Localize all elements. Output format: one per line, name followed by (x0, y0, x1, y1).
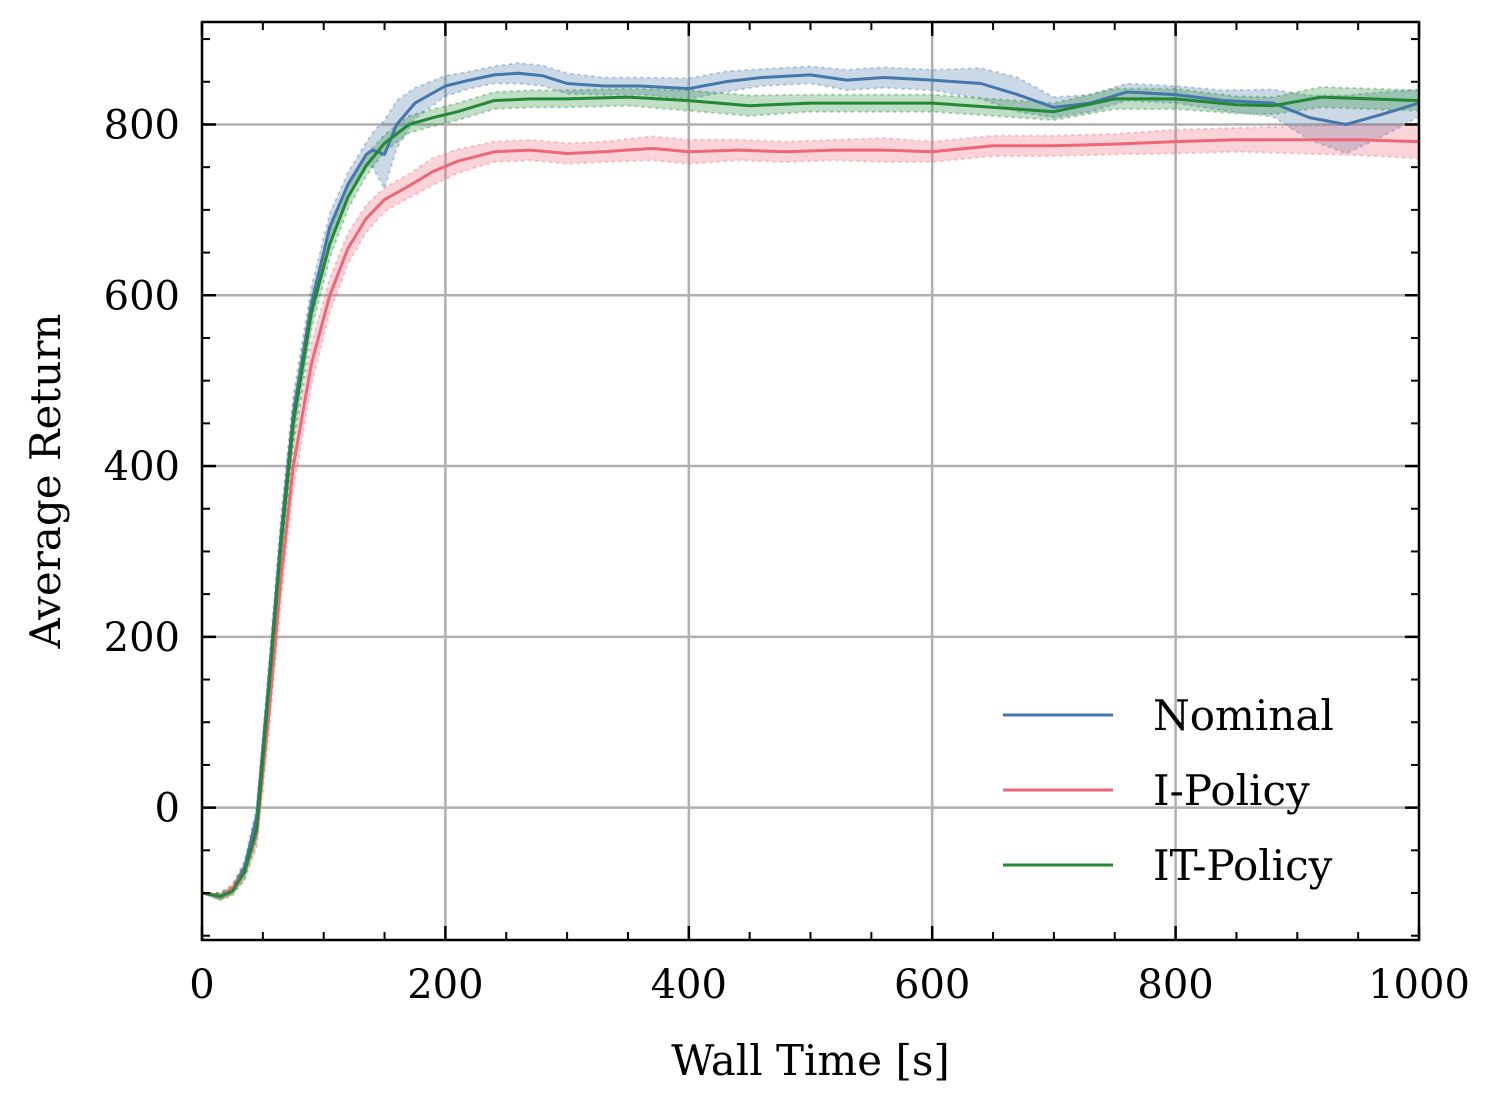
x-tick-label: 400 (651, 962, 727, 1008)
legend-label-nominal: Nominal (1153, 691, 1334, 740)
x-axis-title: Wall Time [s] (671, 1036, 950, 1085)
legend-label-it-policy: IT-Policy (1153, 841, 1333, 890)
y-tick-label: 400 (104, 444, 180, 490)
tick-labels: 0 200 400 600 800 1000 0 200 400 600 800 (104, 102, 1470, 1008)
series-lines (201, 71, 1420, 898)
grid-lines (202, 22, 1419, 940)
x-tick-label: 800 (1137, 962, 1213, 1008)
legend-label-i-policy: I-Policy (1153, 766, 1310, 815)
x-tick-label: 1000 (1368, 962, 1470, 1008)
x-tick-label: 0 (189, 962, 214, 1008)
line-it-policy (201, 95, 1420, 898)
band-lower-i-policy (201, 150, 1420, 901)
x-tick-label: 200 (407, 962, 483, 1008)
band-upper-it-policy (202, 85, 1420, 894)
legend: Nominal I-Policy IT-Policy (1003, 691, 1334, 890)
axis-ticks (200, 22, 1421, 940)
y-tick-label: 600 (104, 273, 180, 319)
line-i-policy (201, 138, 1420, 898)
y-tick-label: 200 (104, 615, 180, 661)
x-tick-label: 600 (894, 962, 970, 1008)
y-axis-title: Average Return (21, 314, 70, 650)
y-tick-label: 0 (155, 786, 180, 832)
y-tick-label: 800 (104, 102, 180, 148)
